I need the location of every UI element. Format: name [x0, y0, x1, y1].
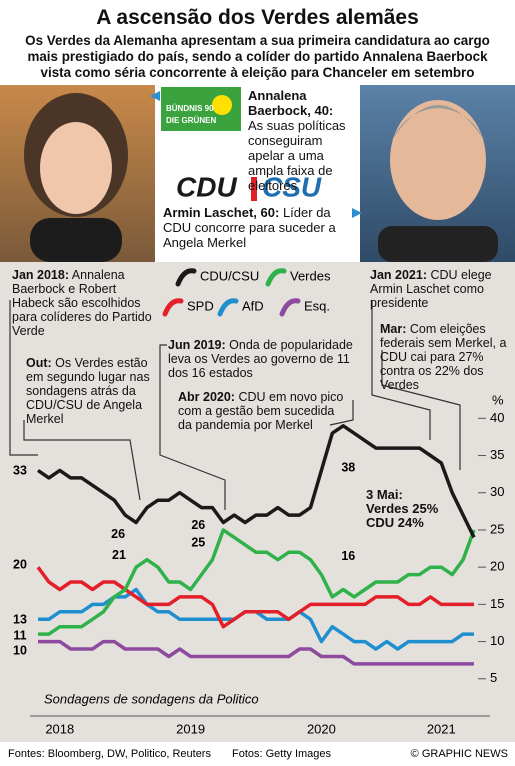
logo-text: DIE GRÜNEN: [166, 116, 216, 125]
clothing: [30, 218, 122, 262]
profile: Annalena Baerbock, 40:: [248, 88, 360, 118]
chart-background: [0, 262, 515, 742]
x-tick-label: 2018: [45, 721, 74, 736]
y-tick-label: 10: [490, 633, 504, 648]
legend-label: CDU/CSU: [200, 268, 259, 283]
annotation: Mar: Com eleições federais sem Merkel, a…: [380, 322, 508, 392]
legend-label: AfD: [242, 298, 264, 313]
data-label: 21: [112, 548, 126, 562]
data-label: 26: [111, 527, 125, 541]
annotation-head: Jan 2021:: [370, 268, 427, 282]
sources: Fontes: Bloomberg, DW, Politico, Reuters: [8, 748, 211, 760]
photo-credit: Fotos: Getty Images: [232, 748, 332, 760]
leader-line: [329, 400, 354, 426]
profile-text: As suas políticas conseguiram apelar a u…: [248, 118, 360, 193]
series-line: [38, 639, 474, 666]
data-label: 38: [341, 461, 355, 475]
series-line: [38, 528, 476, 636]
x-tick-label: 2020: [307, 721, 336, 736]
callout-line: Verdes 25%: [366, 501, 439, 516]
y-tick-label: 35: [490, 447, 504, 462]
data-label: 13: [13, 612, 27, 626]
annotation-text: CDU elege Armin Laschet como presidente: [370, 268, 492, 310]
leader-line: [23, 420, 141, 501]
legend-mark: [162, 298, 184, 317]
cdu-logo: CDU: [176, 171, 237, 202]
y-tick-label: 20: [490, 559, 504, 574]
legend-label: SPD: [187, 298, 214, 313]
subtitle-line: Os Verdes da Alemanha apresentam a sua p…: [25, 33, 490, 48]
legend-label: Esq.: [304, 298, 330, 313]
annotation: Abr 2020: CDU em novo pico com a gestão …: [178, 390, 350, 432]
callout: 3 Mai: Verdes 25% CDU 24%: [366, 488, 466, 530]
csu-logo: CSU: [262, 171, 322, 202]
profile-text: As suas políticas conseguiram apelar a u…: [248, 118, 346, 193]
annotation-head: Jan 2018:: [12, 268, 69, 282]
legend-label: Verdes: [290, 268, 331, 283]
series-line: [37, 424, 476, 539]
data-label: 20: [13, 557, 27, 571]
annotation: Out: Os Verdes estão em segundo lugar na…: [26, 356, 151, 426]
legend-mark: [279, 298, 301, 317]
leader-line: [9, 300, 38, 456]
callout-head: 3 Mai:: [366, 487, 403, 502]
annotation-head: Jun 2019:: [168, 338, 226, 352]
legend-mark: [175, 268, 197, 287]
y-tick-label: 40: [490, 410, 504, 425]
annotation-head: Out:: [26, 356, 52, 370]
annotation-text: Com eleições federais sem Merkel, a CDU …: [380, 322, 507, 392]
profile-name: Armin Laschet, 60:: [163, 205, 280, 220]
y-tick-label: 5: [490, 670, 497, 685]
callout-line: CDU 24%: [366, 515, 424, 530]
y-tick-label: 25: [490, 521, 504, 536]
sunflower: [212, 95, 232, 115]
subtitle-line: vista como séria concorrente à eleição p…: [40, 65, 475, 80]
profile-text: Líder da CDU concorre para suceder a Ang…: [163, 205, 336, 250]
annotation-text: Os Verdes estão em segundo lugar nas son…: [26, 356, 150, 426]
legend-mark: [217, 298, 239, 317]
leader-line: [381, 350, 461, 470]
logo-text: BÜNDNIS 90: [166, 104, 214, 113]
annotation-head: Abr 2020:: [178, 390, 235, 404]
subtitle: Os Verdes da Alemanha apresentam a sua p…: [0, 33, 515, 81]
series-line: [36, 566, 474, 629]
x-tick-label: 2019: [176, 721, 205, 736]
title: A ascensão dos Verdes alemães: [96, 6, 419, 29]
pointer: [150, 91, 160, 101]
profile: Armin Laschet, 60: Líder da CDU concorre…: [163, 205, 358, 250]
face: [40, 122, 112, 214]
annotation-text: Annalena Baerbock e Robert Habeck são es…: [12, 268, 152, 338]
pointer: [352, 208, 362, 218]
data-label: 25: [191, 535, 205, 549]
subtitle-line: mais prestigiado do país, sendo a colíde…: [27, 49, 488, 64]
data-label: 26: [191, 518, 205, 532]
face: [390, 100, 486, 220]
annotation: Jan 2021: CDU elege Armin Laschet como p…: [370, 268, 510, 310]
annotation-text: CDU em novo pico com a gestão bem sucedi…: [178, 390, 344, 432]
data-label: 33: [13, 463, 27, 477]
hair: [392, 105, 484, 140]
data-label: 10: [13, 643, 27, 657]
leader-line: [159, 344, 226, 510]
annotation: Jan 2018: Annalena Baerbock e Robert Hab…: [12, 268, 160, 338]
profile-name: Annalena Baerbock, 40:: [248, 88, 334, 118]
y-tick-label: 15: [490, 596, 504, 611]
x-tick-label: 2021: [427, 721, 456, 736]
annotation-text: Onda de popularidade leva os Verdes ao g…: [168, 338, 353, 380]
y-axis-label: %: [492, 392, 504, 407]
annotation: Jun 2019: Onda de popularidade leva os V…: [168, 338, 368, 380]
credit: © GRAPHIC NEWS: [411, 748, 508, 760]
data-label: 16: [341, 549, 355, 563]
leader-line: [371, 300, 431, 440]
logo-bar: [251, 177, 257, 201]
legend-mark: [265, 268, 287, 287]
note: Sondagens de sondagens da Politico: [44, 691, 259, 706]
annotation-head: Mar:: [380, 322, 407, 336]
y-tick-label: 30: [490, 484, 504, 499]
data-label: 11: [13, 628, 26, 642]
suit: [378, 226, 498, 262]
